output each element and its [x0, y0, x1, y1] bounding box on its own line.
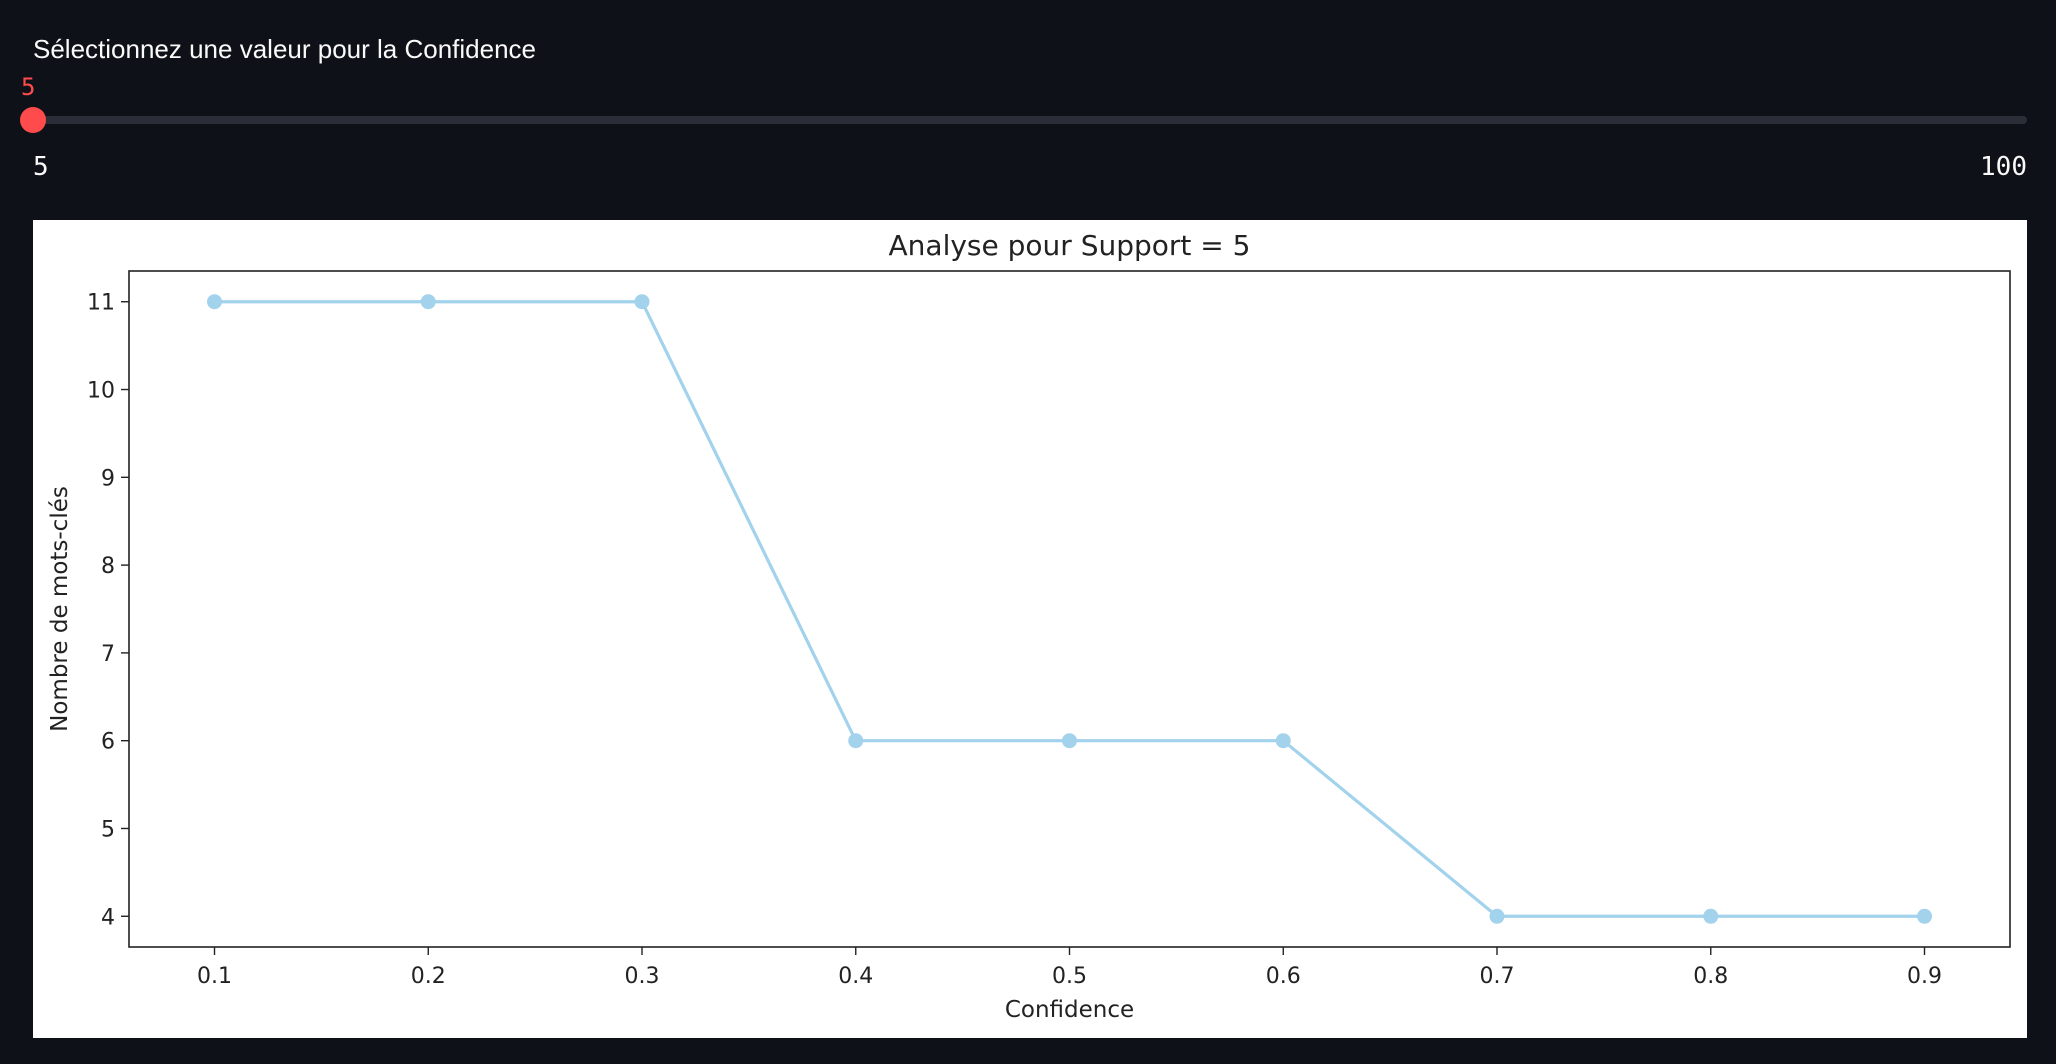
data-point	[420, 294, 436, 310]
plot-frame	[128, 270, 2011, 948]
data-point	[1917, 908, 1932, 924]
data-point	[1062, 733, 1077, 749]
data-point	[1489, 908, 1505, 924]
x-tick-label: 0.5	[1052, 964, 1087, 989]
data-point	[1275, 733, 1291, 749]
line-chart: Analyse pour Support = 5 0.1 0.2 0.3 0.4 0.5 0…	[47, 229, 2011, 1023]
y-tick-label: 11	[87, 291, 115, 316]
y-tick-label: 10	[87, 379, 115, 404]
slider-min-label: 5	[33, 152, 49, 182]
chart-figure: Analyse pour Support = 5 0.1 0.2 0.3 0.4 0.5 0…	[33, 220, 2027, 1038]
x-tick-label: 0.9	[1907, 964, 1942, 989]
y-axis-label: Nombre de mots-clés	[47, 486, 73, 732]
y-tick-label: 4	[101, 905, 115, 930]
slider-label: Sélectionnez une valeur pour la Confiden…	[33, 34, 537, 64]
slider-thumb[interactable]	[20, 107, 46, 133]
x-tick-label: 0.3	[625, 964, 660, 989]
chart-title: Analyse pour Support = 5	[889, 229, 1251, 262]
x-tick-label: 0.7	[1480, 964, 1515, 989]
slider-track[interactable]	[33, 116, 2027, 124]
y-tick-label: 8	[101, 554, 115, 579]
data-point	[634, 294, 650, 310]
data-point	[848, 733, 864, 749]
x-tick-label: 0.8	[1693, 964, 1728, 989]
slider-max-label: 100	[1980, 152, 2027, 182]
x-tick-label: 0.2	[411, 964, 446, 989]
x-tick-label: 0.6	[1266, 964, 1301, 989]
x-tick-label: 0.4	[838, 964, 873, 989]
x-axis-label: Confidence	[1005, 997, 1134, 1023]
data-point	[1703, 908, 1719, 924]
series-line	[214, 300, 1925, 918]
y-tick-label: 6	[101, 730, 115, 755]
y-tick-label: 9	[101, 466, 115, 491]
data-point	[207, 294, 222, 310]
y-tick-label: 5	[101, 817, 115, 842]
y-tick-label: 7	[101, 642, 115, 667]
x-tick-label: 0.1	[197, 964, 232, 989]
slider-current-value: 5	[21, 73, 36, 101]
